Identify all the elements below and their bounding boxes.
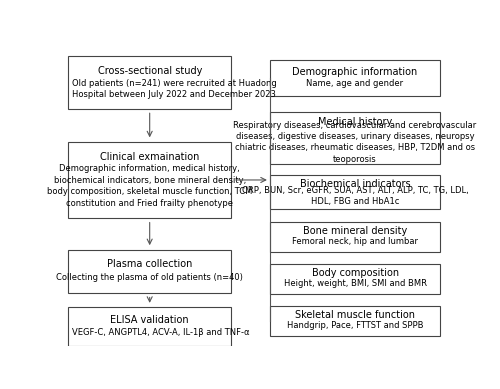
FancyBboxPatch shape (270, 60, 440, 96)
FancyBboxPatch shape (68, 142, 231, 218)
Text: Plasma collection: Plasma collection (107, 259, 192, 268)
Text: Bone mineral density: Bone mineral density (303, 226, 407, 237)
Text: Biochemical indicators: Biochemical indicators (300, 179, 410, 189)
Text: ELISA validation: ELISA validation (110, 315, 189, 325)
FancyBboxPatch shape (68, 307, 231, 346)
FancyBboxPatch shape (270, 222, 440, 252)
Text: Femoral neck, hip and lumbar: Femoral neck, hip and lumbar (292, 237, 418, 246)
Text: Cross-sectional study: Cross-sectional study (98, 66, 202, 76)
Text: Body composition: Body composition (312, 268, 398, 279)
FancyBboxPatch shape (68, 56, 231, 109)
Text: Handgrip, Pace, FTTST and SPPB: Handgrip, Pace, FTTST and SPPB (287, 321, 424, 330)
Text: Medical history: Medical history (318, 117, 392, 127)
Text: CRP, BUN, Scr, eGFR, SUA, AST, ALT, ALP, TC, TG, LDL,
HDL, FBG and HbA1c: CRP, BUN, Scr, eGFR, SUA, AST, ALT, ALP,… (242, 186, 468, 206)
Text: Demographic information, medical history,
biochemical indicators, bone mineral d: Demographic information, medical history… (47, 165, 253, 208)
Text: Collecting the plasma of old patients (n=40): Collecting the plasma of old patients (n… (56, 273, 243, 282)
Text: Skeletal muscle function: Skeletal muscle function (295, 310, 415, 321)
FancyBboxPatch shape (270, 112, 440, 164)
Text: Demographic information: Demographic information (292, 67, 418, 77)
Text: Height, weight, BMI, SMI and BMR: Height, weight, BMI, SMI and BMR (284, 279, 426, 288)
Text: Name, age and gender: Name, age and gender (306, 79, 404, 88)
Text: Old patients (n=241) were recruited at Huadong
Hospital between July 2022 and De: Old patients (n=241) were recruited at H… (72, 79, 277, 99)
FancyBboxPatch shape (68, 250, 231, 293)
Text: VEGF-C, ANGPTL4, ACV-A, IL-1β and TNF-α: VEGF-C, ANGPTL4, ACV-A, IL-1β and TNF-α (72, 328, 250, 337)
Text: Clinical exmaination: Clinical exmaination (100, 152, 200, 162)
Text: Respiratory diseases, cardiovascular and cerebrovascular
diseases, digestive dis: Respiratory diseases, cardiovascular and… (234, 121, 476, 164)
FancyBboxPatch shape (270, 175, 440, 209)
FancyBboxPatch shape (270, 264, 440, 294)
FancyBboxPatch shape (270, 306, 440, 336)
